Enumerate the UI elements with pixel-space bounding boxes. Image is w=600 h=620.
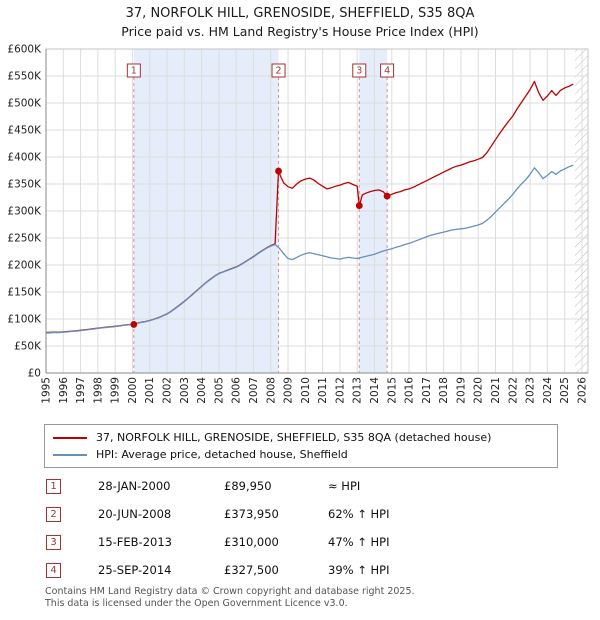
x-tick-label: 2007 bbox=[248, 377, 260, 404]
y-tick-label: £550K bbox=[7, 71, 42, 83]
x-tick-label: 2014 bbox=[369, 377, 381, 404]
x-tick-label: 2023 bbox=[525, 377, 537, 404]
sale-date: 20-JUN-2008 bbox=[98, 507, 172, 521]
sale-price: £310,000 bbox=[224, 535, 279, 549]
x-tick-label: 2018 bbox=[438, 377, 450, 404]
property-price-line bbox=[45, 80, 574, 334]
sale-date: 15-FEB-2013 bbox=[98, 535, 172, 549]
legend: 37, NORFOLK HILL, GRENOSIDE, SHEFFIELD, … bbox=[44, 424, 558, 468]
y-tick-label: £500K bbox=[7, 98, 42, 110]
page-title: 37, NORFOLK HILL, GRENOSIDE, SHEFFIELD, … bbox=[125, 6, 475, 21]
sale-row: 1 28-JAN-2000 £89,950 ≈ HPI bbox=[46, 472, 586, 500]
x-tick-label: 2005 bbox=[213, 377, 225, 404]
x-tick-label: 2019 bbox=[455, 377, 467, 404]
x-tick-label: 2012 bbox=[334, 377, 346, 404]
y-tick-label: £150K bbox=[7, 287, 42, 299]
y-tick-label: £350K bbox=[7, 179, 42, 191]
sale-hpi-comparison: 39% ↑ HPI bbox=[328, 563, 390, 577]
x-tick-label: 2008 bbox=[265, 377, 277, 404]
legend-label-hpi: HPI: Average price, detached house, Shef… bbox=[96, 448, 348, 461]
page-subtitle: Price paid vs. HM Land Registry's House … bbox=[121, 24, 479, 39]
sale-number-badge: 4 bbox=[46, 562, 61, 578]
y-tick-label: £100K bbox=[7, 314, 42, 326]
sale-hpi-comparison: 62% ↑ HPI bbox=[328, 507, 390, 521]
legend-swatch-hpi bbox=[53, 453, 87, 456]
sale-marker bbox=[275, 167, 282, 175]
x-tick-label: 2006 bbox=[231, 377, 243, 404]
y-tick-label: £300K bbox=[7, 206, 42, 218]
x-tick-label: 2003 bbox=[179, 377, 191, 404]
sales-table: 1 28-JAN-2000 £89,950 ≈ HPI 2 20-JUN-200… bbox=[46, 472, 586, 584]
sale-price: £373,950 bbox=[224, 507, 279, 521]
y-tick-label: £200K bbox=[7, 260, 42, 272]
sale-marker bbox=[383, 192, 391, 200]
sale-row: 4 25-SEP-2014 £327,500 39% ↑ HPI bbox=[46, 556, 586, 584]
sale-number-label: 1 bbox=[131, 66, 137, 77]
x-tick-label: 2021 bbox=[490, 377, 502, 404]
sale-number-label: 3 bbox=[356, 66, 362, 77]
y-tick-label: £250K bbox=[7, 233, 42, 245]
sale-date: 28-JAN-2000 bbox=[98, 479, 171, 493]
legend-row-property: 37, NORFOLK HILL, GRENOSIDE, SHEFFIELD, … bbox=[53, 429, 549, 446]
x-tick-label: 1996 bbox=[58, 377, 70, 404]
sale-number-box bbox=[126, 63, 141, 78]
x-tick-label: 2024 bbox=[542, 377, 554, 404]
x-tick-label: 1998 bbox=[92, 377, 104, 404]
license-footer: Contains HM Land Registry data © Crown c… bbox=[45, 586, 415, 611]
x-tick-label: 2004 bbox=[196, 377, 208, 404]
x-tick-label: 1997 bbox=[75, 377, 87, 404]
x-tick-label: 2025 bbox=[559, 377, 571, 404]
x-tick-label: 1999 bbox=[110, 377, 122, 404]
legend-swatch-property bbox=[53, 436, 87, 439]
sale-row: 2 20-JUN-2008 £373,950 62% ↑ HPI bbox=[46, 500, 586, 528]
y-tick-label: £450K bbox=[7, 125, 42, 137]
sale-marker bbox=[355, 202, 363, 210]
x-tick-label: 2011 bbox=[317, 377, 329, 404]
sale-number-badge: 1 bbox=[46, 478, 61, 494]
legend-row-hpi: HPI: Average price, detached house, Shef… bbox=[53, 446, 549, 463]
hpi-line bbox=[45, 164, 574, 334]
sale-number-badge: 2 bbox=[46, 506, 61, 522]
footer-line2: This data is licensed under the Open Gov… bbox=[45, 598, 348, 610]
footer-line1: Contains HM Land Registry data © Crown c… bbox=[45, 586, 415, 597]
x-tick-label: 2009 bbox=[283, 377, 295, 404]
legend-label-property: 37, NORFOLK HILL, GRENOSIDE, SHEFFIELD, … bbox=[96, 431, 492, 444]
x-tick-label: 2020 bbox=[473, 377, 485, 404]
y-tick-label: £600K bbox=[7, 44, 42, 56]
sale-hpi-comparison: 47% ↑ HPI bbox=[328, 535, 390, 549]
sale-row: 3 15-FEB-2013 £310,000 47% ↑ HPI bbox=[46, 528, 586, 556]
sale-number-box bbox=[271, 63, 286, 78]
x-tick-label: 2002 bbox=[162, 377, 174, 404]
x-tick-label: 2000 bbox=[127, 377, 139, 404]
x-tick-label: 2026 bbox=[576, 377, 588, 404]
x-tick-label: 2001 bbox=[144, 377, 156, 404]
sale-number-box bbox=[380, 63, 395, 78]
y-tick-label: £0 bbox=[28, 368, 41, 380]
sale-price: £89,950 bbox=[224, 479, 272, 493]
x-tick-label: 2017 bbox=[421, 377, 433, 404]
x-tick-label: 2015 bbox=[386, 377, 398, 404]
sale-marker bbox=[130, 321, 138, 328]
y-tick-label: £50K bbox=[14, 341, 42, 353]
sale-number-label: 4 bbox=[384, 66, 390, 77]
x-tick-label: 2013 bbox=[352, 377, 364, 404]
x-tick-label: 1995 bbox=[41, 377, 53, 404]
x-tick-label: 2022 bbox=[507, 377, 519, 404]
sale-number-label: 2 bbox=[276, 66, 282, 77]
x-tick-label: 2016 bbox=[404, 377, 416, 404]
sale-number-badge: 3 bbox=[46, 534, 61, 550]
sale-hpi-comparison: ≈ HPI bbox=[328, 479, 361, 493]
sale-date: 25-SEP-2014 bbox=[98, 563, 172, 577]
sale-price: £327,500 bbox=[224, 563, 279, 577]
price-chart: 1 2 3 4 £0 £50K £100K £150K £200K £250K £300K £350K… bbox=[7, 44, 589, 404]
sale-number-box bbox=[352, 63, 367, 78]
y-tick-label: £400K bbox=[7, 152, 42, 164]
x-tick-label: 2010 bbox=[300, 377, 312, 404]
